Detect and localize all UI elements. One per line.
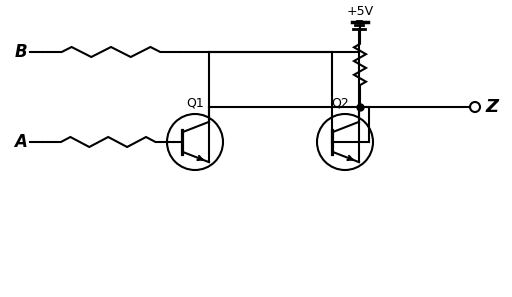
Text: Z: Z <box>485 98 498 116</box>
Text: +5V: +5V <box>347 5 374 18</box>
Text: A: A <box>14 133 27 151</box>
Text: B: B <box>14 43 27 61</box>
Text: Q2: Q2 <box>331 96 349 109</box>
Text: Q1: Q1 <box>186 96 204 109</box>
